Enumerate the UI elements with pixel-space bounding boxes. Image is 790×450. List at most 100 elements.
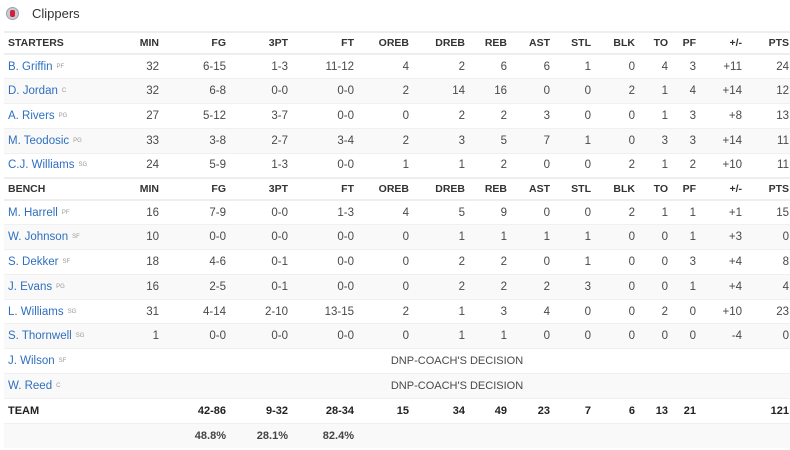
stat-cell: 0-0 [289, 78, 355, 105]
stat-cell: 1 [551, 224, 592, 251]
stat-cell: 3 [508, 103, 551, 129]
column-header[interactable]: PF [669, 31, 697, 55]
column-header[interactable]: AST [508, 31, 551, 55]
player-name-link[interactable]: S. Thornwell [8, 330, 72, 343]
stat-cell: 0 [636, 249, 669, 275]
player-name-link[interactable]: B. Griffin [8, 60, 53, 73]
stat-cell: 1 [410, 224, 466, 251]
stat-cell: 32 [125, 78, 160, 105]
column-header[interactable]: FT [289, 176, 355, 201]
player-cell: L. Williams SG [4, 299, 125, 325]
column-header[interactable]: +/- [697, 31, 743, 55]
column-header[interactable]: TO [636, 31, 669, 55]
stat-cell: 31 [125, 299, 160, 325]
stat-cell: 0 [355, 224, 410, 251]
total-cell: 15 [355, 398, 410, 424]
column-header[interactable]: PTS [743, 31, 790, 55]
stat-cell: 1 [466, 323, 508, 350]
column-header[interactable]: FT [289, 31, 355, 55]
column-header[interactable]: +/- [697, 176, 743, 201]
column-header[interactable]: STL [551, 176, 592, 201]
stat-cell: 11 [743, 153, 790, 179]
column-header[interactable]: PTS [743, 176, 790, 201]
stat-cell: 27 [125, 103, 160, 129]
stat-cell: 15 [743, 199, 790, 226]
player-name-link[interactable]: C.J. Williams [8, 159, 75, 172]
stat-cell: 0 [592, 274, 636, 300]
stat-cell: 0-0 [289, 103, 355, 129]
stat-cell: 0-0 [227, 323, 289, 350]
column-header[interactable]: 3PT [227, 176, 289, 201]
percentage-cell [636, 423, 669, 448]
stat-cell: 3 [410, 128, 466, 154]
stat-cell: 4 [636, 54, 669, 80]
stat-cell: 0 [743, 323, 790, 350]
stat-cell: 0-0 [227, 199, 289, 226]
stat-cell: 0 [508, 323, 551, 350]
player-name-link[interactable]: L. Williams [8, 305, 64, 318]
column-header[interactable]: STL [551, 31, 592, 55]
player-cell: M. Teodosic PG [4, 128, 125, 154]
dnp-reason: DNP-COACH'S DECISION [125, 348, 790, 375]
percentage-cell [592, 423, 636, 448]
stat-cell: 6-15 [160, 54, 227, 80]
stat-cell: 0 [592, 249, 636, 275]
stat-cell: 2-10 [227, 299, 289, 325]
player-cell: S. Dekker SF [4, 249, 125, 275]
stat-cell: 3-8 [160, 128, 227, 154]
stat-cell: 10 [125, 224, 160, 251]
player-position: SF [62, 258, 71, 265]
column-header[interactable]: OREB [355, 31, 410, 55]
player-row: B. Griffin PF 32 6-15 1-3 11-12 4 2 6 6 1 0 4 3 +11 24 [4, 54, 790, 80]
stat-cell: 6-8 [160, 78, 227, 105]
stat-cell: 4 [743, 274, 790, 300]
stat-cell: +3 [697, 224, 743, 251]
player-name-link[interactable]: W. Reed [8, 379, 53, 392]
player-name-link[interactable]: J. Wilson [8, 355, 55, 368]
column-header[interactable]: AST [508, 176, 551, 201]
column-header[interactable]: MIN [125, 31, 160, 55]
stat-cell: 24 [125, 153, 160, 179]
stat-cell: 2 [466, 103, 508, 129]
column-header[interactable]: BLK [592, 31, 636, 55]
column-header[interactable]: MIN [125, 176, 160, 201]
column-header[interactable]: FG [160, 176, 227, 201]
player-name-link[interactable]: M. Teodosic [8, 134, 70, 147]
stat-cell: 4 [508, 299, 551, 325]
player-name-link[interactable]: A. Rivers [8, 109, 55, 122]
player-position: SG [78, 162, 88, 169]
column-header[interactable]: 3PT [227, 31, 289, 55]
stat-cell: +11 [697, 54, 743, 80]
column-header[interactable]: BLK [592, 176, 636, 201]
stat-cell: +4 [697, 274, 743, 300]
stat-cell: 4-14 [160, 299, 227, 325]
stat-cell: 14 [410, 78, 466, 105]
player-name-link[interactable]: D. Jordan [8, 85, 58, 98]
player-cell: B. Griffin PF [4, 54, 125, 80]
stat-cell: 24 [743, 54, 790, 80]
dnp-reason: DNP-COACH'S DECISION [125, 373, 790, 399]
stat-cell: 0 [508, 78, 551, 105]
column-header[interactable]: REB [466, 31, 508, 55]
total-cell: 9-32 [227, 398, 289, 424]
stat-cell: 2-7 [227, 128, 289, 154]
player-cell: D. Jordan C [4, 78, 125, 105]
player-name-link[interactable]: S. Dekker [8, 255, 59, 268]
stat-cell: +8 [697, 103, 743, 129]
stat-cell: 0-0 [160, 224, 227, 251]
column-header[interactable]: DREB [410, 176, 466, 201]
percentage-cell [355, 423, 410, 448]
column-header[interactable]: FG [160, 31, 227, 55]
column-header[interactable]: PF [669, 176, 697, 201]
column-header[interactable]: TO [636, 176, 669, 201]
stat-cell: 2 [636, 299, 669, 325]
column-header[interactable]: OREB [355, 176, 410, 201]
stat-cell: 0 [592, 103, 636, 129]
column-header[interactable]: DREB [410, 31, 466, 55]
column-header[interactable]: REB [466, 176, 508, 201]
player-name-link[interactable]: M. Harrell [8, 206, 58, 219]
player-name-link[interactable]: W. Johnson [8, 231, 69, 244]
player-position: C [61, 88, 67, 95]
player-name-link[interactable]: J. Evans [8, 280, 53, 293]
player-cell: J. Evans PG [4, 274, 125, 300]
